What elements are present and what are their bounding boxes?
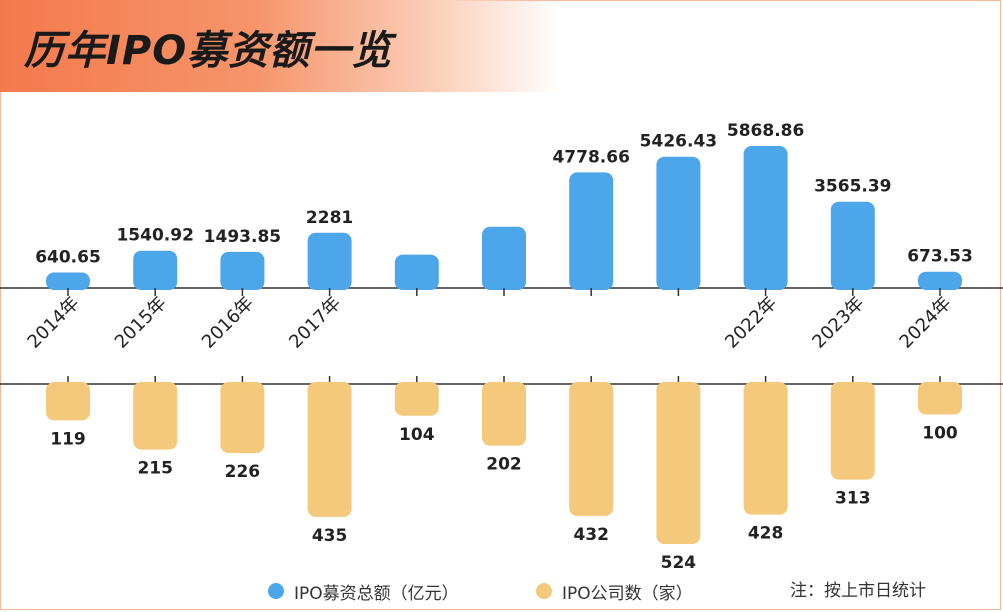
- amount-bar-2017: [307, 232, 352, 290]
- count-label-2023: 313: [835, 489, 871, 509]
- x-tick-label-2023: 2023年: [808, 293, 868, 353]
- amount-bar-2018: [394, 254, 439, 290]
- count-label-2017: 435: [312, 526, 348, 546]
- count-label-2021: 524: [661, 553, 697, 573]
- count-label-2016: 226: [225, 462, 261, 482]
- x-tick-label-2024: 2024年: [896, 293, 956, 353]
- amount-label-2014: 640.65: [35, 247, 101, 267]
- count-bar-2024: [918, 382, 962, 415]
- amount-label-2022: 5868.86: [727, 121, 804, 141]
- x-tick-label-2014: 2014年: [24, 293, 84, 353]
- amount-label-2024: 673.53: [907, 247, 973, 267]
- amount-label-2015: 1540.92: [116, 226, 193, 246]
- legend-swatch-amount: [268, 583, 284, 599]
- legend-swatch-count: [536, 583, 552, 599]
- amount-bar-2016: [220, 251, 265, 290]
- legend-label-amount: IPO募资总额（亿元）: [294, 583, 459, 604]
- legend-item-count: IPO公司数（家）: [536, 578, 693, 604]
- amount-label-2023: 3565.39: [814, 177, 891, 197]
- count-bar-2018: [394, 382, 439, 416]
- count-bar-2014: [46, 382, 90, 421]
- count-label-2014: 119: [50, 429, 86, 449]
- amount-bar-2024: [918, 271, 962, 290]
- count-bar-2021: [656, 382, 701, 544]
- amount-label-2017: 2281: [306, 208, 353, 228]
- count-label-2022: 428: [748, 524, 784, 544]
- title-banner: [0, 0, 560, 92]
- count-label-2018: 104: [399, 425, 435, 445]
- amount-bar-2022: [743, 146, 788, 290]
- amount-label-2021: 5426.43: [640, 132, 717, 152]
- legend-label-count: IPO公司数（家）: [562, 583, 693, 604]
- amount-bar-2020: [569, 172, 614, 290]
- footnote: 注：按上市日统计: [790, 581, 926, 601]
- count-label-2015: 215: [137, 459, 173, 479]
- amount-bar-2019: [482, 226, 526, 290]
- count-label-2024: 100: [922, 424, 958, 444]
- x-tick-label-2016: 2016年: [198, 293, 258, 353]
- count-bar-2015: [133, 382, 178, 450]
- x-tick-label-2015: 2015年: [111, 293, 171, 353]
- x-tick-label-2017: 2017年: [285, 293, 345, 353]
- count-bar-2022: [743, 382, 788, 515]
- amount-bar-2014: [46, 272, 90, 290]
- x-tick-label-2022: 2022年: [721, 293, 781, 353]
- amount-bar-2023: [830, 201, 875, 290]
- count-bar-2020: [569, 382, 614, 516]
- legend-item-amount: IPO募资总额（亿元）: [268, 578, 459, 604]
- amount-label-2016: 1493.85: [204, 227, 281, 247]
- count-bar-2016: [220, 382, 265, 454]
- amount-label-2020: 4778.66: [552, 147, 629, 167]
- count-label-2020: 432: [573, 525, 609, 545]
- chart-title: 历年IPO募资额一览: [24, 28, 393, 74]
- amount-bar-2021: [656, 156, 701, 290]
- amount-bar-2015: [133, 250, 178, 290]
- count-bar-2017: [307, 382, 352, 517]
- count-bar-2019: [482, 382, 526, 446]
- count-bar-2023: [830, 382, 875, 480]
- count-label-2019: 202: [486, 455, 522, 475]
